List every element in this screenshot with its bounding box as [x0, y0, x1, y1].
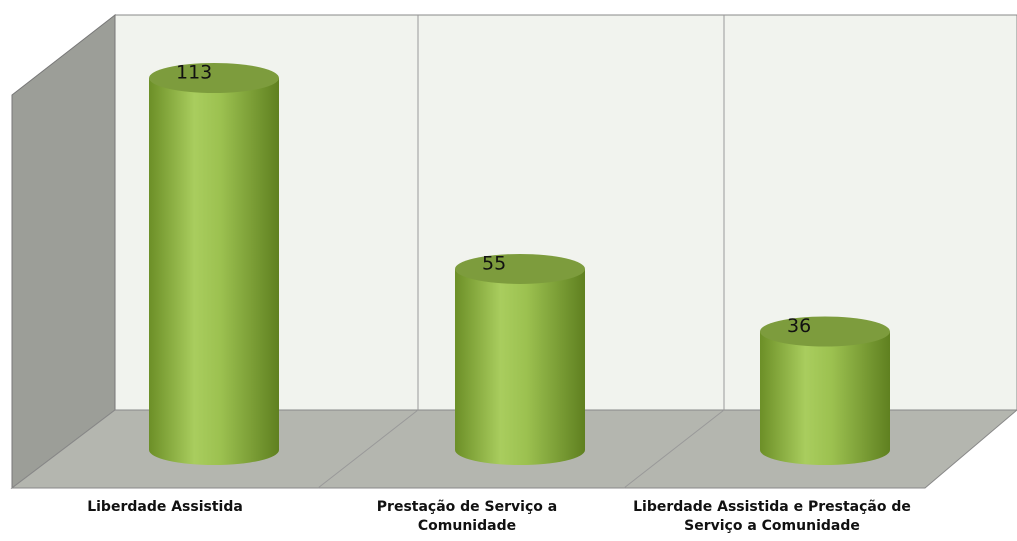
divider: [623, 409, 725, 489]
x-tick-label: Liberdade Assistida: [87, 499, 243, 515]
cylinder: [149, 78, 279, 465]
bars: 113 55 36: [149, 62, 890, 465]
side-wall: [11, 13, 116, 490]
cylinder: [760, 331, 890, 465]
cylinder: [455, 268, 585, 465]
value-label: 55: [482, 252, 506, 274]
x-tick-label: Prestação de Serviço a Comunidade: [376, 499, 558, 534]
value-label: 113: [176, 62, 212, 84]
x-tick-label: Liberdade Assistida e Prestação de Servi…: [633, 499, 911, 534]
cylinder-top: [149, 63, 279, 93]
divider: [317, 409, 419, 489]
cylinder-top: [455, 253, 585, 284]
cylinder-top: [760, 316, 890, 347]
value-label: 36: [787, 315, 811, 337]
